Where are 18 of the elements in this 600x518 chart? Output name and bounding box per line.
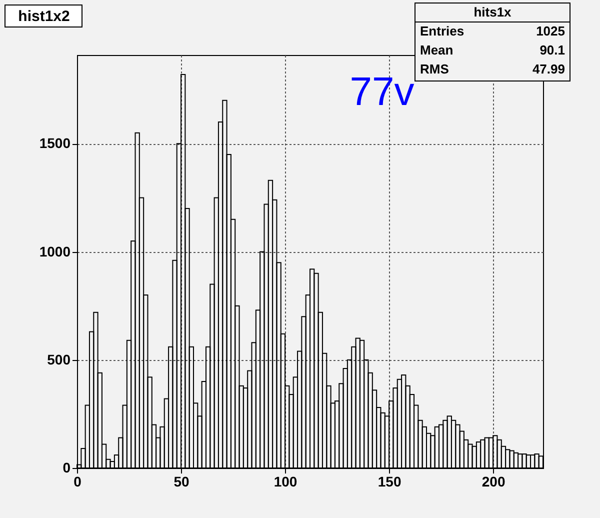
y-tick-label: 500	[47, 351, 71, 368]
y-tick-label: 1000	[39, 243, 71, 260]
y-tick-label: 1500	[39, 135, 71, 152]
x-tick-label: 150	[378, 474, 402, 490]
annotation: Mean	[420, 42, 454, 58]
annotation: RMS	[420, 62, 450, 76]
x-tick-label: 200	[482, 474, 506, 490]
annotation: 77v	[350, 70, 414, 114]
annotation: 90.1	[540, 42, 565, 58]
text: Entries	[420, 24, 464, 38]
y-tick-label: 0	[62, 460, 71, 476]
text: hits1x	[474, 4, 512, 20]
annotation: 47.99	[532, 62, 565, 76]
x-tick-label: 50	[174, 474, 190, 490]
x-tick-label: 0	[74, 474, 82, 490]
x-tick-label: 100	[274, 474, 298, 490]
chart-title: hist1x2	[18, 8, 70, 25]
text: 1025	[536, 24, 565, 38]
